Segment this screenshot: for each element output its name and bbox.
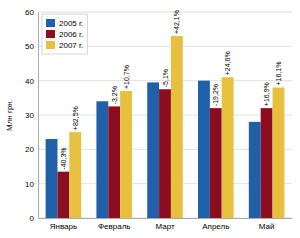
bar bbox=[108, 106, 120, 218]
bar bbox=[249, 122, 261, 218]
tick-label: Май bbox=[259, 222, 275, 231]
legend-label: 2006 г. bbox=[59, 30, 83, 39]
tick-label: Апрель bbox=[202, 222, 229, 231]
annotation: -5,1% bbox=[162, 69, 169, 87]
tick: 40 bbox=[25, 77, 38, 86]
tick-label: 40 bbox=[25, 77, 34, 86]
tick: Март bbox=[155, 218, 174, 231]
tick-label: 10 bbox=[25, 180, 34, 189]
bar bbox=[147, 82, 159, 218]
tick-label: Март bbox=[155, 222, 174, 231]
bar bbox=[273, 88, 285, 218]
tick-label: 30 bbox=[25, 111, 34, 120]
legend-swatch bbox=[46, 19, 55, 27]
x-axis: Январь Февраль Март Апрель Май bbox=[39, 218, 293, 231]
bars bbox=[46, 36, 285, 218]
y-axis: 0 10 20 30 40 50 60 bbox=[25, 8, 38, 223]
annotation: +82,5% bbox=[72, 106, 79, 130]
bar bbox=[198, 81, 210, 218]
tick: 50 bbox=[25, 42, 38, 51]
tick: 20 bbox=[25, 145, 38, 154]
legend-swatch bbox=[46, 30, 55, 38]
tick-label: Январь bbox=[50, 222, 77, 231]
axis-domain bbox=[39, 218, 293, 219]
tick: Апрель bbox=[202, 218, 229, 231]
tick-label: 20 bbox=[25, 145, 34, 154]
bar bbox=[159, 89, 171, 218]
legend-label: 2005 г. bbox=[59, 19, 83, 28]
annotation: +16,9% bbox=[263, 82, 270, 106]
chart: -40,3% -3,2% -5,1% -19,2% +16,9% +82,5% +10,7%… bbox=[0, 0, 300, 238]
tick: Февраль bbox=[98, 218, 131, 231]
bar bbox=[57, 172, 69, 218]
bar bbox=[96, 101, 108, 218]
bar bbox=[46, 139, 58, 218]
legend-frame bbox=[42, 14, 87, 54]
y-axis-title: Млн грн. bbox=[5, 99, 14, 131]
grid bbox=[38, 12, 292, 218]
annotation: +24,6% bbox=[224, 51, 231, 75]
bar bbox=[222, 77, 234, 218]
tick: Май bbox=[259, 218, 275, 231]
legend: 2005 г. 2006 г. 2007 г. bbox=[42, 14, 87, 54]
legend-label: 2007 г. bbox=[59, 41, 83, 50]
bar-series bbox=[69, 36, 284, 218]
tick-label: 50 bbox=[25, 42, 34, 51]
tick: 60 bbox=[25, 8, 38, 17]
tick: 0 bbox=[30, 214, 38, 223]
legend-swatch bbox=[46, 41, 55, 49]
annotation: -3,2% bbox=[111, 86, 118, 104]
bar bbox=[171, 36, 183, 218]
bar bbox=[210, 108, 222, 218]
bar bbox=[69, 132, 81, 218]
tick: 30 bbox=[25, 111, 38, 120]
annotation: -40,3% bbox=[60, 147, 67, 169]
annotations: -40,3% -3,2% -5,1% -19,2% +16,9% +82,5% +10,7%… bbox=[60, 10, 282, 170]
axis-domain bbox=[38, 13, 39, 219]
tick-label: 60 bbox=[25, 8, 34, 17]
bar bbox=[120, 91, 132, 218]
tick: Январь bbox=[50, 218, 77, 231]
annotation: +16,1% bbox=[275, 62, 282, 86]
annotation: +42,1% bbox=[173, 10, 180, 34]
bar-series bbox=[57, 89, 272, 218]
bar bbox=[261, 108, 273, 218]
annotation: +10,7% bbox=[123, 65, 130, 89]
tick: 10 bbox=[25, 180, 38, 189]
tick-label: 0 bbox=[30, 214, 35, 223]
annotation: -19,2% bbox=[212, 84, 219, 106]
tick-label: Февраль bbox=[98, 222, 131, 231]
grid-line bbox=[38, 12, 292, 13]
